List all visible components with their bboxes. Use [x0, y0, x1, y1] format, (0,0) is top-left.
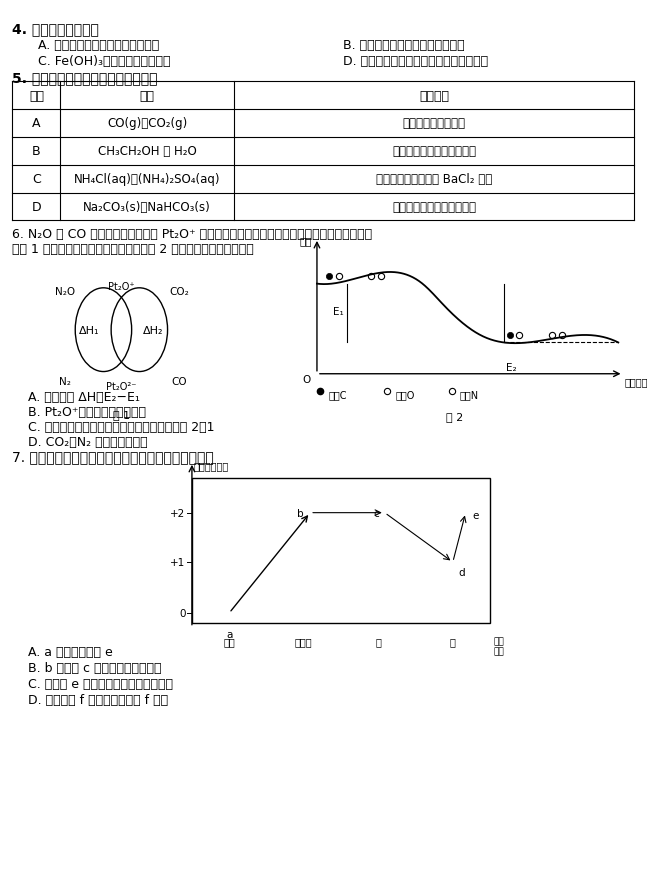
Text: A: A: [32, 117, 41, 130]
Text: B. 氧化还原反应均可设计成原电池: B. 氧化还原反应均可设计成原电池: [343, 39, 464, 52]
Text: C. 新制的 e 可用于检验葡萄糖中的醛基: C. 新制的 e 可用于检验葡萄糖中的醛基: [28, 677, 174, 690]
Text: 0: 0: [179, 609, 185, 618]
Text: ΔH₂: ΔH₂: [143, 326, 164, 336]
Text: 图 1: 图 1: [113, 409, 130, 420]
Text: CO₂: CO₂: [169, 286, 189, 296]
Text: B: B: [32, 145, 41, 158]
Text: 反应过程: 反应过程: [625, 377, 648, 387]
Text: CO(g)和CO₂(g): CO(g)和CO₂(g): [107, 117, 187, 130]
Text: 分别取少许试剂加入金属钠: 分别取少许试剂加入金属钠: [392, 145, 476, 158]
Text: CO: CO: [172, 376, 187, 386]
Text: 盐: 盐: [450, 637, 456, 647]
Text: NH₄Cl(aq)和(NH₄)₂SO₄(aq): NH₄Cl(aq)和(NH₄)₂SO₄(aq): [74, 173, 220, 186]
Text: 表示O: 表示O: [396, 389, 415, 400]
Text: A. 总反应的 ΔH＝E₂−E₁: A. 总反应的 ΔH＝E₂−E₁: [28, 390, 140, 403]
Text: 物质
类别: 物质 类别: [493, 637, 504, 656]
Text: B. Pt₂O⁺降低了总反应的焓变: B. Pt₂O⁺降低了总反应的焓变: [28, 405, 147, 418]
Text: B. b 转化为 c 一定需要另加还原剂: B. b 转化为 c 一定需要另加还原剂: [28, 661, 162, 674]
Text: 能量: 能量: [299, 236, 312, 246]
Text: E₁: E₁: [333, 307, 344, 316]
Text: e: e: [472, 510, 478, 520]
Text: 表示N: 表示N: [460, 389, 479, 400]
Text: 碱: 碱: [375, 637, 381, 647]
Text: 分别取少许固体加入盐酸中: 分别取少许固体加入盐酸中: [392, 201, 476, 214]
Text: 7. 铜元素的价类二维图如图，下列有关说法正确的是: 7. 铜元素的价类二维图如图，下列有关说法正确的是: [12, 450, 214, 464]
Text: 4. 下列叙述正确的是: 4. 下列叙述正确的是: [12, 22, 100, 36]
Text: 鉴别方法: 鉴别方法: [419, 89, 449, 103]
Text: E₂: E₂: [506, 362, 516, 372]
Text: 物质: 物质: [140, 89, 155, 103]
Bar: [192, 478, 490, 624]
Text: D. 直接加热 f 溶液一定可得到 f 固体: D. 直接加热 f 溶液一定可得到 f 固体: [28, 693, 168, 706]
Text: C. Fe(OH)₃可通过化合反应制取: C. Fe(OH)₃可通过化合反应制取: [38, 55, 170, 67]
Text: 分别通入澄清石灰水: 分别通入澄清石灰水: [402, 117, 466, 130]
Text: Pt₂O⁺: Pt₂O⁺: [108, 282, 135, 291]
Text: b: b: [297, 509, 304, 518]
Text: Pt₂O²⁻: Pt₂O²⁻: [106, 381, 137, 392]
Text: CH₃CH₂OH 和 H₂O: CH₃CH₂OH 和 H₂O: [98, 145, 196, 158]
Text: Na₂CO₃(s)和NaHCO₃(s): Na₂CO₃(s)和NaHCO₃(s): [83, 201, 211, 214]
Text: 氧化物: 氧化物: [295, 637, 312, 647]
Text: N₂: N₂: [59, 376, 71, 386]
Text: +2: +2: [170, 508, 185, 518]
Text: 如图 1 所示，总反应的能量变化过程如图 2 所示，下列说法正确的是: 如图 1 所示，总反应的能量变化过程如图 2 所示，下列说法正确的是: [12, 243, 254, 256]
Text: a: a: [226, 629, 233, 639]
Text: +1: +1: [170, 557, 185, 567]
Text: D: D: [31, 201, 41, 214]
Text: 表示C: 表示C: [329, 389, 347, 400]
Text: 分别取少许试剂加入 BaCl₂ 溶液: 分别取少许试剂加入 BaCl₂ 溶液: [376, 173, 492, 186]
Text: A. 酸性氧化物均能与水反应生成酸: A. 酸性氧化物均能与水反应生成酸: [38, 39, 159, 52]
Text: N₂O: N₂O: [55, 286, 75, 296]
Text: A. a 可直接转化为 e: A. a 可直接转化为 e: [28, 646, 113, 658]
Text: ΔH₁: ΔH₁: [79, 326, 100, 336]
Text: D. 石油的分馏、裂化、裂解均是化学变化: D. 石油的分馏、裂化、裂解均是化学变化: [343, 55, 488, 67]
Text: c: c: [374, 509, 379, 518]
Text: 铜元素化合价: 铜元素化合价: [193, 461, 229, 470]
Text: C: C: [32, 173, 41, 186]
Text: C. 总反应中氧化剂和还原剂的物质的量之比为 2：1: C. 总反应中氧化剂和还原剂的物质的量之比为 2：1: [28, 420, 215, 433]
Text: 选项: 选项: [29, 89, 44, 103]
Text: O: O: [303, 374, 310, 385]
Text: d: d: [458, 567, 464, 577]
Text: 图 2: 图 2: [446, 411, 464, 421]
Text: 5. 下列各组物质的鉴别方法错误的是: 5. 下列各组物质的鉴别方法错误的是: [12, 72, 158, 85]
Text: D. CO₂、N₂ 均为非极性分子: D. CO₂、N₂ 均为非极性分子: [28, 435, 148, 448]
Text: 6. N₂O 和 CO 是污染性气体，可在 Pt₂O⁺ 表面转化为无害气体，有关化学反应的物质变化过程: 6. N₂O 和 CO 是污染性气体，可在 Pt₂O⁺ 表面转化为无害气体，有关…: [12, 228, 373, 240]
Text: 单质: 单质: [223, 637, 235, 647]
